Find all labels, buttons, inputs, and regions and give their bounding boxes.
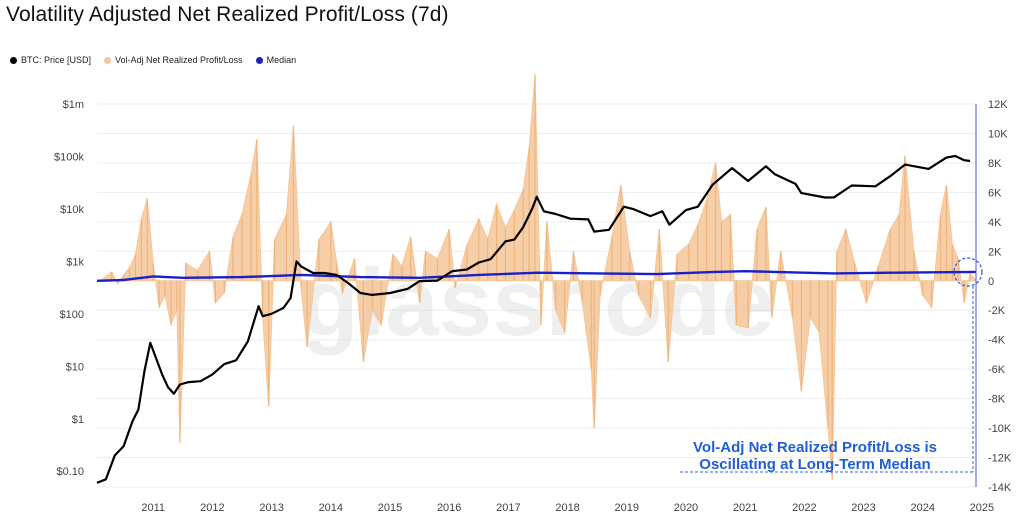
left-tick-label: $100 — [60, 309, 84, 321]
x-tick-label: 2020 — [674, 502, 698, 514]
x-tick-label: 2015 — [378, 502, 402, 514]
annotation-line-2: Oscillating at Long-Term Median — [699, 456, 930, 473]
right-tick-label: 10K — [988, 128, 1008, 140]
series-median — [96, 270, 977, 282]
left-tick-label: $1m — [63, 99, 84, 111]
line-btc-price — [96, 154, 971, 484]
x-tick-label: 2017 — [496, 502, 520, 514]
left-axis-ticks: $0.10 $1 $10 $100 $1k $10k $100k $1m — [54, 99, 84, 478]
right-tick-label: -4K — [988, 335, 1006, 347]
right-tick-label: 6K — [988, 187, 1002, 199]
legend-item-vol-adj-nrpl[interactable]: Vol-Adj Net Realized Profit/Loss — [104, 55, 243, 65]
x-tick-label: 2013 — [259, 502, 283, 514]
x-tick-label: 2025 — [970, 502, 994, 514]
line-median — [96, 270, 977, 282]
legend-label-vol-adj-nrpl: Vol-Adj Net Realized Profit/Loss — [115, 55, 243, 65]
right-tick-label: -2K — [988, 305, 1006, 317]
area-vol-adj-nrpl — [98, 74, 978, 480]
right-tick-label: 8K — [988, 158, 1002, 170]
right-tick-label: 0 — [988, 276, 994, 288]
left-tick-label: $10 — [66, 361, 84, 373]
left-tick-label: $1k — [66, 256, 84, 268]
right-tick-label: -8K — [988, 394, 1006, 406]
left-tick-label: $1 — [72, 414, 84, 426]
legend-label-btc-price: BTC: Price [USD] — [21, 55, 92, 65]
legend-item-median[interactable]: Median — [255, 55, 297, 65]
legend-swatch-btc-price — [10, 56, 17, 64]
x-tick-label: 2021 — [733, 502, 757, 514]
right-tick-label: -10K — [988, 423, 1012, 435]
right-tick-label: -6K — [988, 364, 1006, 376]
x-tick-label: 2023 — [851, 502, 875, 514]
chart-title: Volatility Adjusted Net Realized Profit/… — [6, 3, 449, 26]
x-tick-label: 2022 — [792, 502, 816, 514]
left-tick-label: $10k — [60, 204, 84, 216]
legend-label-median: Median — [266, 55, 297, 65]
x-tick-label: 2012 — [200, 502, 224, 514]
left-tick-label: $100k — [54, 151, 84, 163]
x-tick-label: 2024 — [910, 502, 934, 514]
right-tick-label: 12K — [988, 99, 1008, 111]
x-axis-ticks: 2011 2012 2013 2014 2015 2016 2017 2018 2019 2020… — [141, 502, 994, 514]
left-tick-label: $0.10 — [56, 466, 84, 478]
right-tick-label: 2K — [988, 246, 1002, 258]
x-tick-label: 2016 — [437, 502, 461, 514]
annotation: Vol-Adj Net Realized Profit/Loss is Osci… — [680, 257, 983, 473]
x-tick-label: 2019 — [615, 502, 639, 514]
x-tick-label: 2014 — [319, 502, 343, 514]
right-tick-label: -14K — [988, 482, 1012, 494]
right-tick-label: -12K — [988, 453, 1012, 465]
annotation-line-1: Vol-Adj Net Realized Profit/Loss is — [693, 439, 937, 456]
x-tick-label: 2018 — [555, 502, 579, 514]
legend-swatch-median — [255, 56, 263, 64]
legend-swatch-vol-adj-nrpl — [104, 56, 112, 64]
annotation-circle — [953, 257, 983, 287]
x-tick-label: 2011 — [141, 502, 165, 514]
right-tick-label: 4K — [988, 217, 1002, 229]
legend: BTC: Price [USD] Vol-Adj Net Realized Pr… — [10, 55, 296, 65]
series-btc-price — [96, 154, 971, 484]
right-axis-ticks: 12K 10K 8K 6K 4K 2K 0 -2K -4K -6K -8K -10K -12K -14K — [988, 99, 1012, 494]
legend-item-btc-price[interactable]: BTC: Price [USD] — [10, 55, 91, 65]
